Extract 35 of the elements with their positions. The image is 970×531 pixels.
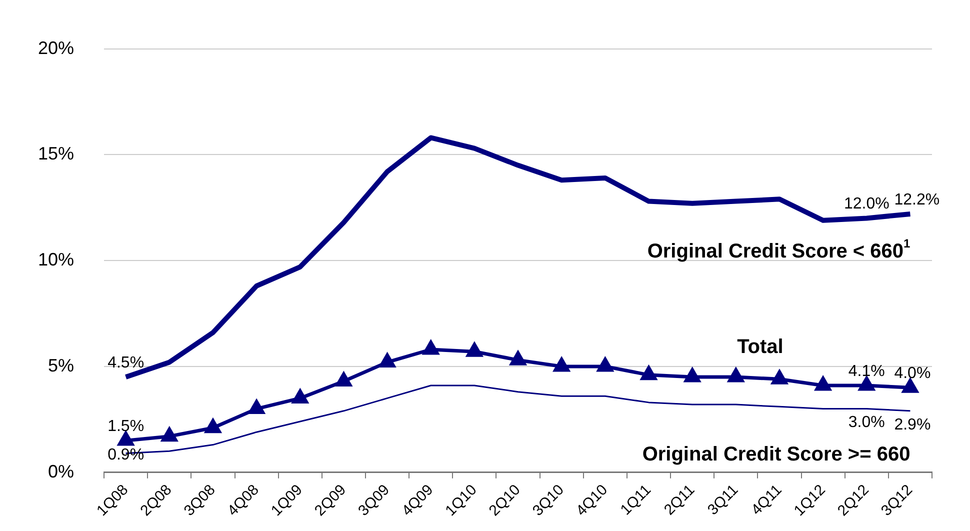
y-tick-label: 0%	[48, 461, 74, 482]
point	[858, 376, 874, 391]
data-label: 4.1%	[848, 362, 885, 380]
point	[379, 353, 396, 368]
data-label: 12.0%	[844, 196, 890, 213]
point	[510, 351, 526, 366]
y-tick-label: 10%	[38, 250, 74, 270]
point	[248, 400, 264, 414]
data-label: 2.9%	[894, 416, 931, 434]
data-label: 12.2%	[894, 191, 940, 208]
point	[902, 378, 918, 393]
point	[684, 368, 700, 382]
point	[423, 340, 439, 355]
point	[205, 419, 221, 434]
y-tick-label: 5%	[48, 355, 74, 376]
data-label: 4.0%	[894, 365, 931, 382]
point	[554, 358, 570, 372]
point	[597, 358, 613, 372]
data-label: 0.9%	[108, 446, 144, 464]
series-label: Original Credit Score >= 660	[642, 443, 910, 466]
point	[772, 370, 788, 384]
y-tick-label: 15%	[38, 144, 74, 164]
data-label: 1.5%	[108, 418, 144, 435]
point	[336, 372, 352, 387]
point	[466, 342, 482, 357]
point	[292, 389, 308, 404]
data-label: 4.5%	[108, 354, 144, 372]
point	[640, 366, 657, 380]
y-tick-label: 20%	[38, 38, 74, 58]
point	[728, 368, 744, 382]
point	[815, 376, 831, 391]
point	[118, 432, 134, 446]
data-label: 3.0%	[848, 414, 885, 432]
point	[162, 428, 178, 442]
series-label: Total	[737, 336, 784, 358]
